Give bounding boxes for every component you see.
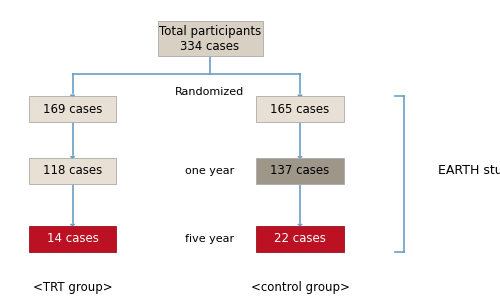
FancyBboxPatch shape <box>28 158 116 184</box>
FancyBboxPatch shape <box>256 158 344 184</box>
Text: 22 cases: 22 cases <box>274 232 326 245</box>
FancyBboxPatch shape <box>256 96 344 122</box>
Text: <control group>: <control group> <box>250 282 350 294</box>
Text: 165 cases: 165 cases <box>270 103 330 116</box>
FancyBboxPatch shape <box>28 225 116 252</box>
Text: EARTH study: EARTH study <box>438 164 500 177</box>
Text: 169 cases: 169 cases <box>43 103 102 116</box>
FancyBboxPatch shape <box>158 21 262 56</box>
FancyBboxPatch shape <box>28 96 116 122</box>
Text: 14 cases: 14 cases <box>46 232 98 245</box>
Text: Total participants
334 cases: Total participants 334 cases <box>159 25 261 52</box>
Text: one year: one year <box>186 166 234 176</box>
Text: 137 cases: 137 cases <box>270 164 330 177</box>
Text: Randomized: Randomized <box>176 87 244 97</box>
FancyBboxPatch shape <box>256 225 344 252</box>
Text: <TRT group>: <TRT group> <box>32 282 112 294</box>
Text: five year: five year <box>186 234 234 244</box>
Text: 118 cases: 118 cases <box>43 164 102 177</box>
